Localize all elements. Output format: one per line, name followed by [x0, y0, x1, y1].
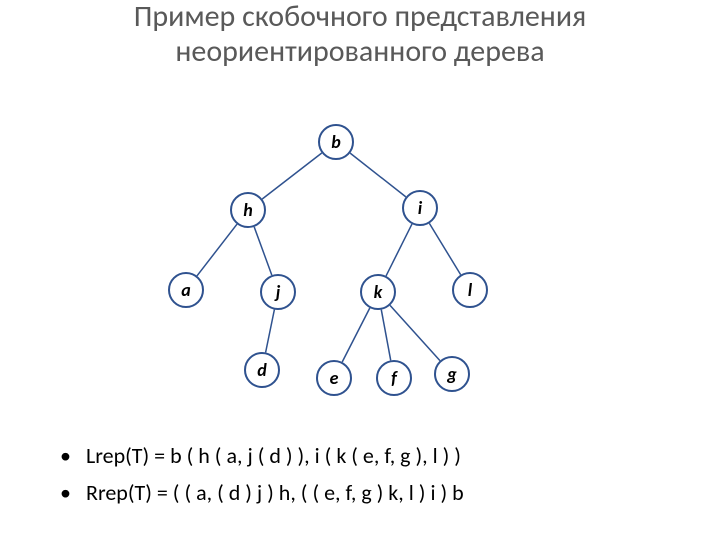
tree-edge — [266, 310, 275, 353]
bullet-list: Lrep(T) = b ( h ( a, j ( d ) ), i ( k ( … — [60, 442, 680, 516]
tree-edge — [386, 224, 412, 276]
bullet-item: Lrep(T) = b ( h ( a, j ( d ) ), i ( k ( … — [60, 442, 680, 469]
bullet-text: Rrep(T) = ( ( a, ( d ) j ) h, ( ( e, f, … — [86, 479, 464, 506]
tree-edge — [390, 305, 440, 360]
tree-edge — [381, 310, 390, 361]
bullet-text: Lrep(T) = b ( h ( a, j ( d ) ), i ( k ( … — [86, 442, 461, 469]
tree-edge — [350, 153, 406, 197]
tree-edge — [429, 223, 460, 274]
bullet-item: Rrep(T) = ( ( a, ( d ) j ) h, ( ( e, f, … — [60, 479, 680, 506]
tree-edge — [197, 224, 237, 276]
tree-edge — [342, 308, 370, 362]
tree-edge — [262, 153, 322, 199]
tree-edge — [254, 227, 272, 275]
